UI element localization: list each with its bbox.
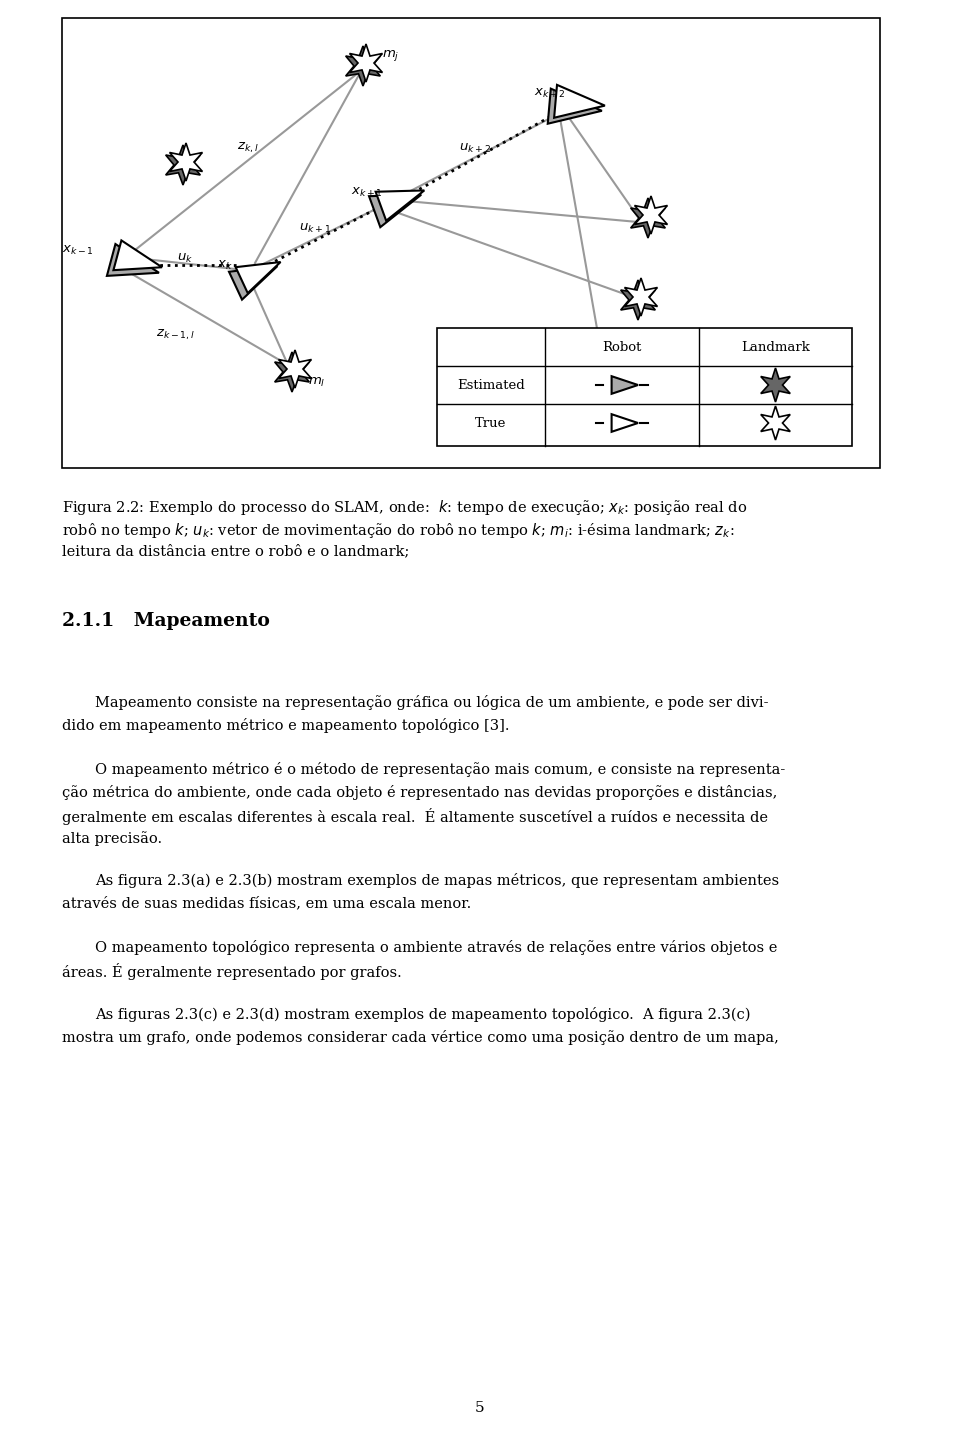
Text: $x_{k+2}$: $x_{k+2}$ (534, 87, 566, 100)
Text: O mapeamento métrico é o método de representação mais comum, e consiste na repre: O mapeamento métrico é o método de repre… (95, 763, 785, 777)
Text: $m_l$: $m_l$ (308, 376, 325, 389)
Text: As figuras 2.3(c) e 2.3(d) mostram exemplos de mapeamento topológico.  A figura : As figuras 2.3(c) e 2.3(d) mostram exemp… (95, 1006, 751, 1022)
Polygon shape (621, 280, 656, 320)
Bar (62, 17, 880, 468)
Text: 2.1.1   Mapeamento: 2.1.1 Mapeamento (62, 612, 270, 629)
Text: robô no tempo $k$; $u_k$: vetor de movimentação do robô no tempo $k$; $m_i$: i-é: robô no tempo $k$; $u_k$: vetor de movim… (62, 521, 734, 539)
Text: $x_{k+1}$: $x_{k+1}$ (351, 186, 383, 199)
Polygon shape (278, 349, 311, 389)
Text: dido em mapeamento métrico e mapeamento topológico [3].: dido em mapeamento métrico e mapeamento … (62, 718, 510, 734)
Polygon shape (113, 241, 162, 270)
Polygon shape (554, 86, 605, 117)
Polygon shape (229, 267, 277, 300)
Text: mostra um grafo, onde podemos considerar cada vértice como uma posição dentro de: mostra um grafo, onde podemos considerar… (62, 1030, 779, 1045)
Polygon shape (760, 406, 790, 439)
Text: Estimated: Estimated (457, 378, 525, 392)
Text: áreas. É geralmente representado por grafos.: áreas. É geralmente representado por gra… (62, 963, 401, 980)
Polygon shape (635, 196, 667, 233)
Text: $z_{k-1,l}$: $z_{k-1,l}$ (156, 328, 195, 342)
Polygon shape (612, 376, 638, 394)
Text: através de suas medidas físicas, em uma escala menor.: através de suas medidas físicas, em uma … (62, 896, 471, 911)
Text: As figura 2.3(a) e 2.3(b) mostram exemplos de mapas métricos, que representam am: As figura 2.3(a) e 2.3(b) mostram exempl… (95, 873, 780, 887)
Polygon shape (548, 88, 602, 123)
Polygon shape (346, 46, 380, 86)
Text: $u_k$: $u_k$ (177, 251, 193, 264)
Polygon shape (375, 190, 424, 220)
Polygon shape (107, 244, 159, 276)
Text: Robot: Robot (602, 341, 641, 354)
Text: Landmark: Landmark (741, 341, 810, 354)
Polygon shape (760, 368, 790, 402)
Polygon shape (625, 278, 658, 316)
Polygon shape (631, 199, 665, 238)
Polygon shape (275, 352, 309, 392)
Text: O mapeamento topológico representa o ambiente através de relações entre vários o: O mapeamento topológico representa o amb… (95, 940, 778, 956)
Polygon shape (594, 358, 628, 396)
Text: ção métrica do ambiente, onde cada objeto é representado nas devidas proporções : ção métrica do ambiente, onde cada objet… (62, 784, 778, 800)
Text: Mapeamento consiste na representação gráfica ou lógica de um ambiente, e pode se: Mapeamento consiste na representação grá… (95, 695, 769, 710)
Text: $x_{k-1}$: $x_{k-1}$ (62, 244, 94, 257)
Text: leitura da distância entre o robô e o landmark;: leitura da distância entre o robô e o la… (62, 544, 409, 558)
Text: True: True (475, 416, 507, 429)
Polygon shape (166, 145, 201, 186)
Text: 5: 5 (475, 1401, 485, 1415)
Text: $m_j$: $m_j$ (382, 48, 399, 62)
Polygon shape (369, 194, 421, 228)
Polygon shape (170, 144, 203, 181)
Text: $x_k$: $x_k$ (217, 258, 233, 271)
Text: $u_{k+1}$: $u_{k+1}$ (299, 222, 331, 235)
Text: $z_{k,l}$: $z_{k,l}$ (237, 141, 259, 155)
Polygon shape (590, 360, 625, 400)
Polygon shape (349, 44, 382, 83)
Bar (437, 328, 852, 447)
Text: Figura 2.2: Exemplo do processo do SLAM, onde:  $k$: tempo de execução; $x_k$: p: Figura 2.2: Exemplo do processo do SLAM,… (62, 497, 748, 518)
Text: alta precisão.: alta precisão. (62, 831, 162, 845)
Text: $u_{k+2}$: $u_{k+2}$ (459, 142, 491, 155)
Polygon shape (235, 262, 280, 293)
Polygon shape (612, 415, 638, 432)
Text: geralmente em escalas diferentes à escala real.  É altamente suscetível a ruídos: geralmente em escalas diferentes à escal… (62, 808, 768, 825)
